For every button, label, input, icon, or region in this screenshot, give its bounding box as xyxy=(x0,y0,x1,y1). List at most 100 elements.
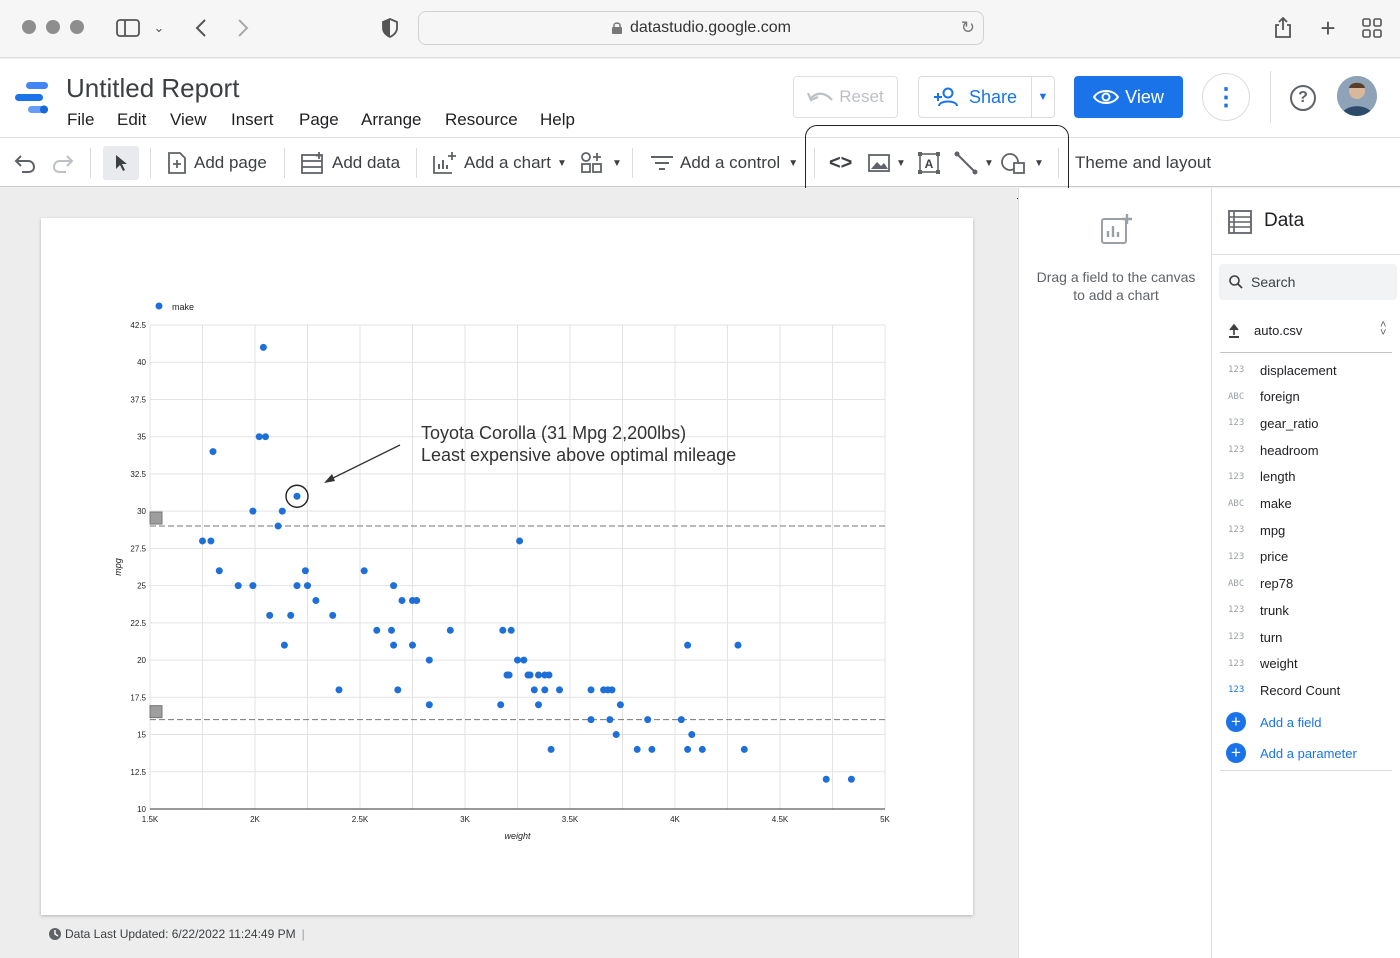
toolbar-divider xyxy=(1058,148,1059,178)
zoom-window-button[interactable] xyxy=(70,20,84,34)
annotation-line-2: Least expensive above optimal mileage xyxy=(421,445,736,465)
data-point xyxy=(648,745,656,753)
data-point xyxy=(255,433,263,441)
field-type-icon: 123 xyxy=(1228,658,1245,669)
address-bar[interactable]: datastudio.google.com ↻ xyxy=(418,11,984,45)
theme-layout-button[interactable]: Theme and layout xyxy=(1075,153,1212,172)
add-chart-placeholder-icon xyxy=(1099,212,1135,253)
tab-overview-icon[interactable] xyxy=(1360,14,1384,42)
menu-edit[interactable]: Edit xyxy=(117,110,147,129)
field-name: headroom xyxy=(1260,442,1319,458)
data-studio-logo-icon[interactable] xyxy=(14,81,52,120)
data-point xyxy=(514,656,521,664)
field-type-icon: 123 xyxy=(1228,418,1245,429)
data-point xyxy=(390,582,398,590)
more-options-icon[interactable]: ⋮ xyxy=(1202,73,1250,121)
scatter-chart[interactable]: 10 12.5 15 17.5 20 22.5 25 27.5 30 32.5 35 37.5 40 42… xyxy=(41,218,973,915)
menu-help[interactable]: Help xyxy=(540,110,575,129)
panel-divider xyxy=(1220,352,1392,353)
data-point xyxy=(234,582,242,590)
add-field-button[interactable]: + Add a field xyxy=(1226,712,1321,732)
data-point xyxy=(684,641,692,649)
shape-button[interactable]: ▼ xyxy=(1000,150,1044,176)
text-box-icon[interactable]: A xyxy=(917,150,947,176)
data-point xyxy=(199,537,206,545)
field-item[interactable]: 123 length xyxy=(1228,467,1295,487)
minimize-window-button[interactable] xyxy=(46,20,60,34)
data-panel-title: Data xyxy=(1264,210,1305,231)
add-chart-label: Add a chart xyxy=(464,153,551,172)
field-item[interactable]: 123 headroom xyxy=(1228,440,1319,460)
select-pointer-icon[interactable] xyxy=(103,146,139,180)
menu-file[interactable]: File xyxy=(67,110,95,129)
chevron-down-icon[interactable]: ⌄ xyxy=(153,20,165,35)
data-point xyxy=(530,686,538,694)
data-point xyxy=(547,745,555,753)
datasource-header[interactable]: auto.csv xyxy=(1228,323,1302,338)
editor-toolbar: Add page Add data Add a chart ▼ ▼ Add a … xyxy=(0,137,1400,187)
forward-arrow-icon[interactable] xyxy=(232,14,254,42)
share-dropdown-button[interactable]: ▼ xyxy=(1031,76,1055,118)
share-button[interactable]: Share xyxy=(918,76,1032,118)
add-chart-icon xyxy=(433,152,456,174)
reset-button[interactable]: Reset xyxy=(793,76,898,118)
field-item[interactable]: ABC rep78 xyxy=(1228,574,1293,594)
field-name: price xyxy=(1260,549,1289,565)
data-point xyxy=(677,716,685,724)
sidebar-toggle-icon[interactable] xyxy=(114,14,142,42)
data-point xyxy=(740,745,748,753)
search-input[interactable]: Search xyxy=(1219,264,1397,300)
help-icon[interactable]: ? xyxy=(1290,85,1316,111)
x-tick-label: 3.5K xyxy=(562,815,579,824)
field-item[interactable]: 123 displacement xyxy=(1228,360,1337,380)
menu-insert[interactable]: Insert xyxy=(231,110,274,129)
share-browser-icon[interactable] xyxy=(1270,14,1296,42)
field-item[interactable]: 123 weight xyxy=(1228,654,1298,674)
field-item[interactable]: 123 Record Count xyxy=(1228,680,1340,700)
undo-icon[interactable] xyxy=(14,150,42,176)
legend-label: make xyxy=(172,302,194,312)
data-point xyxy=(644,716,652,724)
menu-resource[interactable]: Resource xyxy=(445,110,518,129)
data-point xyxy=(207,537,215,545)
add-chart-button[interactable]: Add a chart ▼ xyxy=(432,150,567,176)
close-window-button[interactable] xyxy=(22,20,36,34)
redo-icon[interactable] xyxy=(52,150,80,176)
data-point xyxy=(335,686,343,694)
y-axis-label: mpg xyxy=(113,558,123,576)
report-title[interactable]: Untitled Report xyxy=(66,73,240,103)
y-tick-label: 35 xyxy=(137,433,146,442)
new-tab-icon[interactable]: + xyxy=(1320,12,1336,43)
add-control-button[interactable]: Add a control ▼ xyxy=(650,150,798,176)
field-item[interactable]: 123 mpg xyxy=(1228,520,1285,540)
add-page-button[interactable]: Add page xyxy=(166,150,267,176)
line-button[interactable]: ▼ xyxy=(954,150,994,176)
avatar[interactable] xyxy=(1337,76,1377,116)
add-data-icon xyxy=(301,152,323,174)
reload-icon[interactable]: ↻ xyxy=(960,18,975,37)
add-data-button[interactable]: Add data xyxy=(300,150,400,176)
data-table-icon xyxy=(1228,210,1252,239)
add-parameter-button[interactable]: + Add a parameter xyxy=(1226,743,1357,763)
data-point xyxy=(505,671,513,679)
menu-arrange[interactable]: Arrange xyxy=(361,110,422,129)
field-item[interactable]: 123 turn xyxy=(1228,627,1282,647)
back-arrow-icon[interactable] xyxy=(190,14,212,42)
field-item[interactable]: 123 price xyxy=(1228,547,1288,567)
menu-page[interactable]: Page xyxy=(299,110,339,129)
field-item[interactable]: ABC foreign xyxy=(1228,387,1300,407)
collapse-chevron-icon[interactable]: ˄ ˅ xyxy=(1380,319,1387,339)
shield-icon[interactable] xyxy=(378,14,402,42)
field-item[interactable]: 123 trunk xyxy=(1228,600,1289,620)
community-visualizations-button[interactable]: ▼ xyxy=(580,150,622,176)
menu-view[interactable]: View xyxy=(170,110,207,129)
data-point xyxy=(259,343,267,351)
field-item[interactable]: 123 gear_ratio xyxy=(1228,413,1319,433)
data-point xyxy=(822,775,830,783)
embed-code-icon[interactable]: <> xyxy=(829,151,853,174)
image-button[interactable]: ▼ xyxy=(868,150,906,176)
field-item[interactable]: ABC make xyxy=(1228,494,1292,514)
undo-arrow-icon xyxy=(807,92,834,102)
view-button[interactable]: View xyxy=(1074,76,1183,118)
toolbar-divider xyxy=(814,148,815,178)
